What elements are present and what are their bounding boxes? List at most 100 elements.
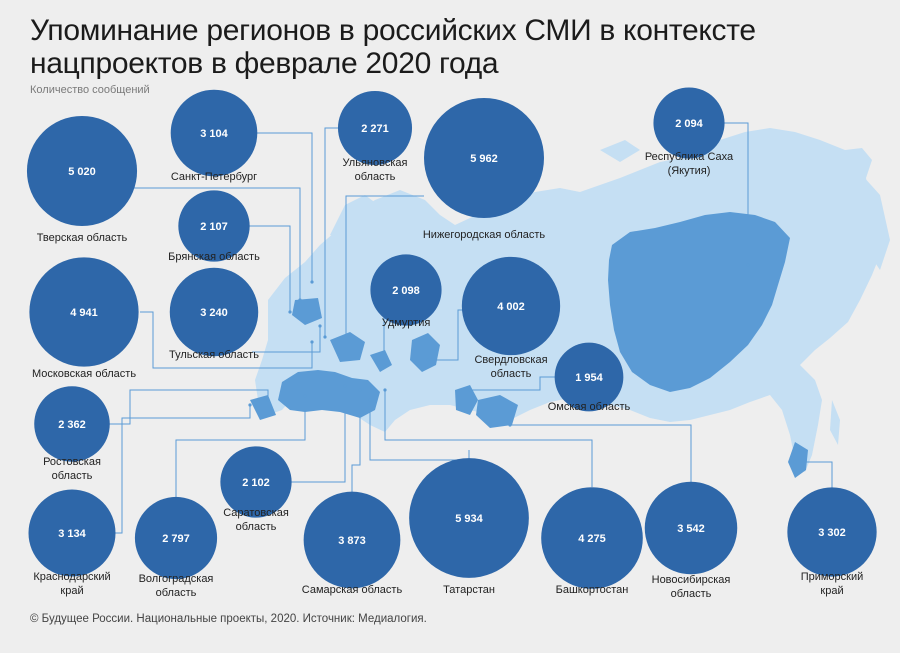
- source-note: © Будущее России. Национальные проекты, …: [30, 613, 427, 625]
- leader-line: [134, 187, 301, 300]
- bubble: [220, 446, 292, 518]
- leader-dot: [343, 384, 347, 388]
- region-label: Волгоградская: [139, 573, 214, 585]
- leader-line: [510, 424, 692, 489]
- bubble-value-label: 2 797: [162, 533, 190, 545]
- leader-dot: [266, 398, 270, 402]
- region-european-cluster: [250, 395, 276, 420]
- region-label: Краснодарский: [33, 571, 110, 583]
- bubble-value-label: 3 134: [58, 528, 86, 540]
- leader-line: [250, 132, 313, 282]
- region-label: Ростовская: [43, 456, 101, 468]
- bubble: [26, 115, 138, 227]
- region-european-cluster: [330, 332, 365, 362]
- russia-map-northwest: [330, 195, 385, 240]
- leader-dot: [298, 298, 302, 302]
- bubble-value-label: 3 240: [200, 307, 228, 319]
- leader-dot: [344, 334, 348, 338]
- region-european-cluster: [370, 350, 392, 372]
- leader-line: [175, 396, 306, 505]
- bubble: [554, 342, 624, 412]
- region-label: Самарская область: [302, 584, 403, 596]
- region-omsk: [455, 385, 478, 415]
- leader-dot: [793, 460, 797, 464]
- bubble: [28, 489, 116, 577]
- bubble-value-label: 5 020: [68, 166, 96, 178]
- region-label: область: [156, 587, 197, 599]
- bubble: [169, 267, 259, 357]
- leader-line: [98, 389, 269, 425]
- region-label: край: [60, 585, 83, 597]
- leader-line: [280, 386, 346, 483]
- region-label: область: [491, 368, 532, 380]
- bubble: [409, 458, 529, 578]
- bubble-value-label: 5 934: [455, 513, 483, 525]
- region-label: область: [52, 470, 93, 482]
- leader-dot: [383, 388, 387, 392]
- leader-dot: [248, 403, 252, 407]
- bubble-value-label: 3 104: [200, 128, 228, 140]
- title-line-2: нацпроектов в феврале 2020 года: [30, 47, 499, 80]
- leader-line: [252, 326, 321, 353]
- region-label: Свердловская: [474, 354, 547, 366]
- bubble: [424, 98, 544, 218]
- leader-line: [240, 225, 291, 312]
- bubble: [370, 254, 442, 326]
- region-label: область: [671, 588, 712, 600]
- bubble: [541, 487, 643, 589]
- russia-map-kamchatka: [862, 175, 890, 270]
- leader-dot: [508, 423, 512, 427]
- region-label: Брянская область: [168, 251, 260, 263]
- region-label: Республика Саха: [645, 151, 734, 163]
- bubble-value-label: 4 941: [70, 307, 98, 319]
- leader-line: [140, 311, 313, 369]
- leader-line: [351, 390, 361, 495]
- leader-dot: [368, 398, 372, 402]
- leader-dot: [382, 363, 386, 367]
- leader-dot: [303, 394, 307, 398]
- region-label: область: [236, 521, 277, 533]
- region-label: Башкортостан: [556, 584, 629, 596]
- bubble: [178, 190, 250, 262]
- region-label: Тверская область: [37, 232, 128, 244]
- region-label: Новосибирская: [652, 574, 731, 586]
- region-label: Саратовская: [223, 507, 289, 519]
- leader-line: [384, 390, 593, 487]
- bubble: [337, 90, 413, 166]
- bubble-value-label: 3 873: [338, 535, 366, 547]
- leader-dot: [746, 263, 750, 267]
- bubble: [29, 257, 139, 367]
- region-label: Тульская область: [169, 349, 259, 361]
- bubble: [653, 87, 725, 159]
- bubble-value-label: 2 362: [58, 419, 86, 431]
- region-sverdlovsk: [410, 333, 440, 372]
- subtitle: Количество сообщений: [30, 84, 150, 96]
- bubble: [461, 256, 561, 356]
- region-novosibirsk: [476, 395, 518, 428]
- bubble-value-label: 1 954: [575, 372, 603, 384]
- bubble-value-label: 3 302: [818, 527, 846, 539]
- bubble: [134, 496, 218, 580]
- leader-line: [795, 461, 833, 497]
- region-european-cluster: [278, 370, 380, 418]
- leader-line: [108, 405, 251, 534]
- leader-dot: [468, 388, 472, 392]
- region-label: Ульяновская: [343, 157, 408, 169]
- page-title: Упоминание регионов в российских СМИ в к…: [30, 14, 830, 80]
- bubble: [170, 89, 258, 177]
- leader-dot: [358, 388, 362, 392]
- bubble-value-label: 2 098: [392, 285, 420, 297]
- region-label: Санкт-Петербург: [171, 171, 257, 183]
- title-line-1: Упоминание регионов в российских СМИ в к…: [30, 14, 756, 47]
- bubble-value-label: 2 094: [675, 118, 703, 130]
- region-european-cluster: [292, 298, 322, 325]
- region-label: Омская область: [548, 401, 631, 413]
- bubble-value-label: 4 002: [497, 301, 525, 313]
- bubble-value-label: 5 962: [470, 153, 498, 165]
- leader-line: [369, 400, 470, 461]
- region-label: Приморский: [801, 571, 864, 583]
- bubble-value-label: 2 107: [200, 221, 228, 233]
